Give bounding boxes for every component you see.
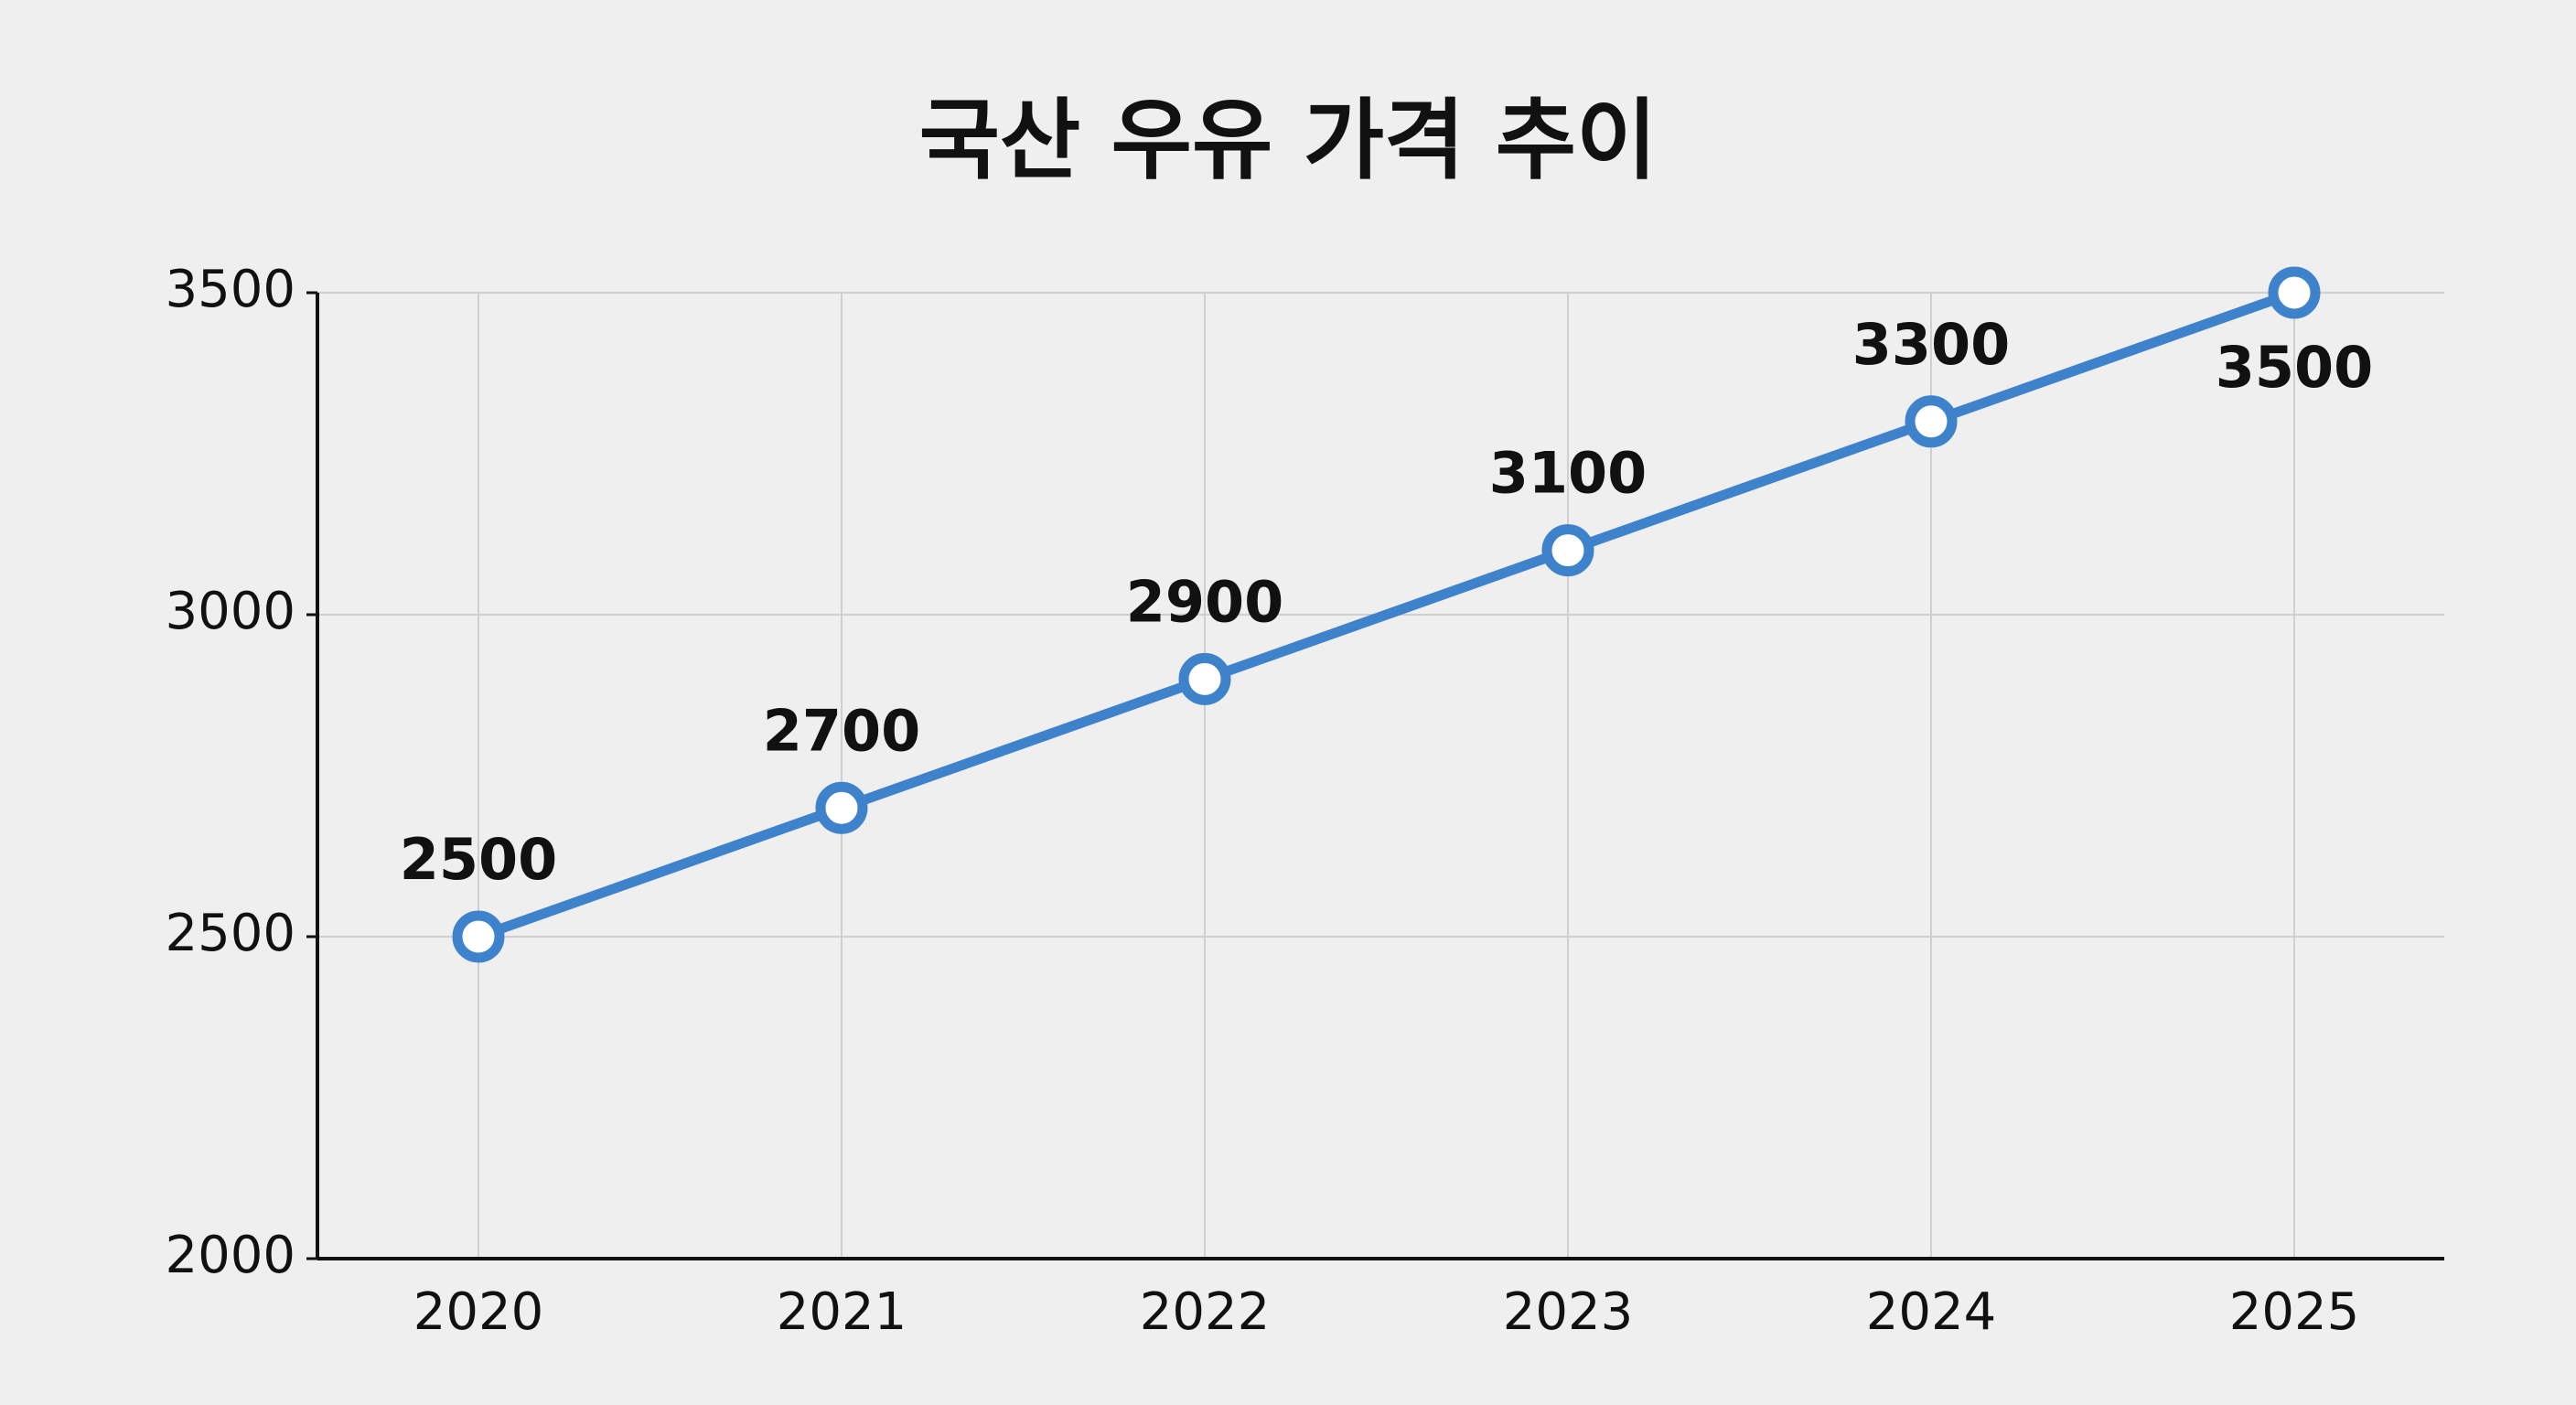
data-label: 3300 bbox=[1852, 311, 2011, 378]
point bbox=[815, 781, 868, 834]
x-tick-label: 2024 bbox=[1866, 1282, 1997, 1342]
data-label: 2900 bbox=[1126, 568, 1284, 635]
data-label: 2500 bbox=[400, 826, 558, 893]
point bbox=[452, 910, 505, 963]
data-label: 3100 bbox=[1489, 440, 1648, 507]
point bbox=[1905, 395, 1958, 448]
data-label: 2700 bbox=[763, 697, 921, 764]
y-tick-label: 3500 bbox=[165, 260, 295, 319]
point bbox=[1178, 652, 1231, 705]
x-tick-label: 2020 bbox=[413, 1282, 544, 1342]
x-tick-label: 2021 bbox=[777, 1282, 907, 1342]
chart-title: 국산 우유 가격 추이 bbox=[919, 89, 1658, 191]
x-tick-label: 2025 bbox=[2229, 1282, 2360, 1342]
x-tick-label: 2022 bbox=[1140, 1282, 1271, 1342]
line bbox=[477, 287, 2296, 942]
point bbox=[2268, 266, 2321, 319]
point bbox=[1541, 524, 1594, 577]
data-label: 3500 bbox=[2216, 334, 2374, 401]
y-tick-label: 2500 bbox=[165, 904, 295, 963]
x-tick-label: 2023 bbox=[1503, 1282, 1634, 1342]
y-tick-label: 3000 bbox=[165, 582, 295, 641]
y-tick-label: 2000 bbox=[165, 1226, 295, 1285]
